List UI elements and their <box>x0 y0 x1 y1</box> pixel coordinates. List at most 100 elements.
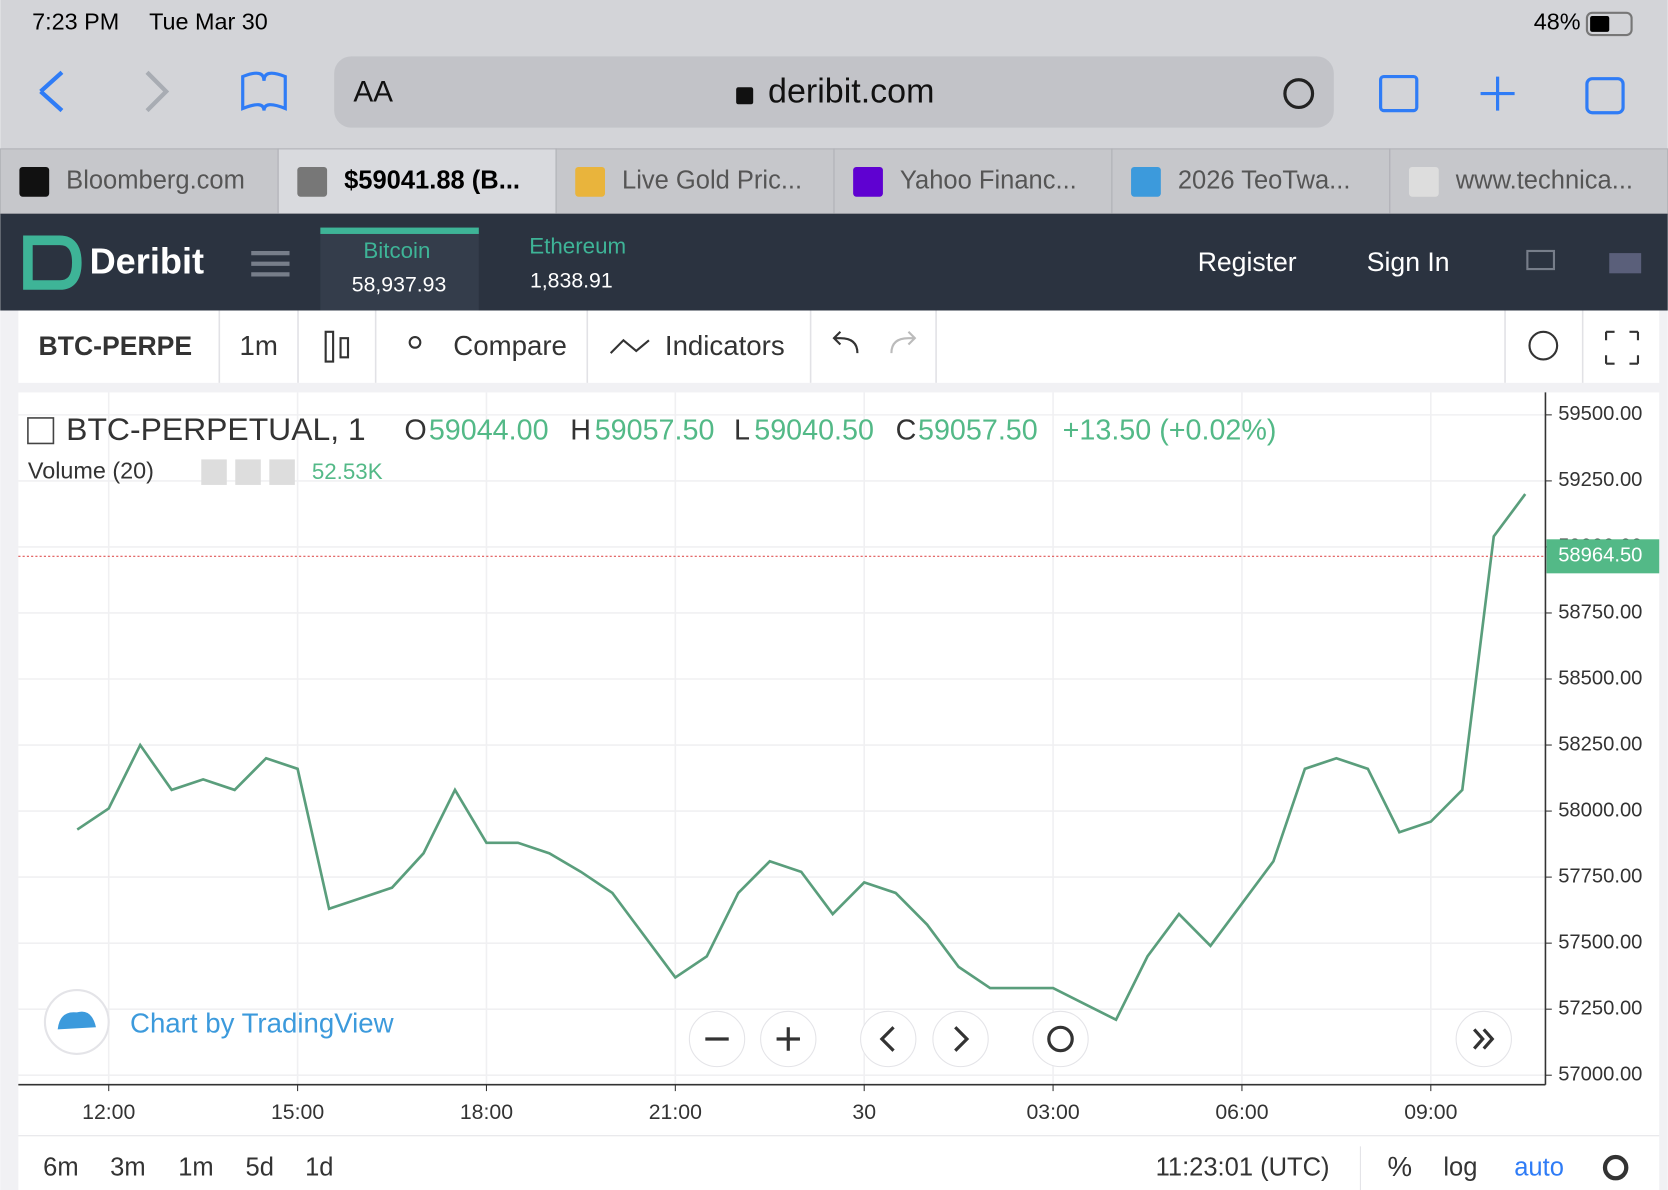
undo-button[interactable] <box>832 331 859 354</box>
watermark[interactable]: Chart by TradingView <box>130 1007 395 1038</box>
range-button[interactable]: 1d <box>305 1153 333 1181</box>
collapse-button[interactable] <box>27 417 55 445</box>
share-button[interactable] <box>1379 74 1419 113</box>
utc-clock: 11:23:01 (UTC) <box>1156 1153 1330 1181</box>
auto-toggle[interactable]: auto <box>1514 1153 1564 1181</box>
end-icon <box>1473 1028 1495 1050</box>
plot: 12:00 15:00 18:00 21:00 30 03:00 06:00 09:00 570… <box>18 392 1660 1124</box>
tab-title: 2026 TeoTwa... <box>1178 167 1351 195</box>
compare-button[interactable]: Compare <box>453 330 567 361</box>
range-button[interactable]: 5d <box>246 1153 274 1181</box>
market-price: 1,838.91 <box>530 268 613 292</box>
url: deribit.com <box>768 73 934 111</box>
language-flag[interactable] <box>1609 253 1642 274</box>
tabs-button[interactable] <box>1585 77 1625 115</box>
reset-icon <box>1047 1025 1074 1053</box>
tab-icon <box>853 166 883 197</box>
y-tick-label: 57750.00 <box>1558 865 1642 887</box>
y-tick-label: 58500.00 <box>1558 667 1642 689</box>
low-value: 59040.50 <box>754 414 874 446</box>
x-tick-label: 30 <box>852 1100 876 1124</box>
tab-title: Bloomberg.com <box>66 167 245 195</box>
right-icon <box>954 1026 970 1052</box>
volume-settings-button[interactable] <box>235 459 261 485</box>
register-link[interactable]: Register <box>1198 247 1297 277</box>
range-buttons: 6m 3m 1m 5d 1d <box>43 1153 333 1181</box>
x-tick-label: 06:00 <box>1215 1100 1268 1124</box>
scroll-right-button[interactable] <box>932 1010 989 1068</box>
menu-button[interactable] <box>251 250 290 277</box>
tab-icon <box>297 166 328 197</box>
chart-type-button[interactable] <box>339 337 350 359</box>
bookmarks-button[interactable] <box>241 71 287 111</box>
range-button[interactable]: 1m <box>178 1153 213 1181</box>
symbol-button[interactable]: BTC-PERPE <box>39 331 193 361</box>
y-tick-label: 58000.00 <box>1558 799 1642 821</box>
percent-toggle[interactable]: % <box>1387 1151 1412 1182</box>
x-tick-label: 09:00 <box>1404 1100 1457 1124</box>
logo-cloud <box>57 1011 96 1030</box>
settings-button[interactable] <box>1528 330 1559 361</box>
bottom-bar <box>18 1133 1660 1190</box>
tab-icon <box>1408 166 1439 197</box>
legend-symbol: BTC-PERPETUAL, 1 <box>66 411 366 447</box>
x-tick-label: 03:00 <box>1026 1100 1079 1124</box>
reload-button[interactable] <box>1283 78 1315 110</box>
price-line <box>76 493 1527 1022</box>
chart-type-button[interactable] <box>324 330 335 363</box>
indicators-icon <box>609 338 650 354</box>
tab-icon <box>1131 166 1161 197</box>
range-button[interactable]: 3m <box>110 1153 145 1181</box>
x-tick-label: 12:00 <box>82 1100 135 1124</box>
battery-level: 48% <box>1534 9 1581 35</box>
new-tab-button[interactable] <box>1480 76 1515 111</box>
compare-icon <box>408 336 422 349</box>
address-bar[interactable] <box>334 56 1334 128</box>
open-label: O <box>404 414 426 446</box>
high-label: H <box>570 414 591 446</box>
desktop-icon[interactable] <box>1526 249 1556 271</box>
axis-settings-button[interactable] <box>1602 1154 1629 1181</box>
remove-button[interactable] <box>269 459 295 485</box>
interval-button[interactable]: 1m <box>240 330 278 361</box>
tab-title: $59041.88 (B... <box>344 167 520 195</box>
indicators-button[interactable]: Indicators <box>665 330 785 361</box>
fullscreen-button[interactable] <box>1605 330 1640 365</box>
tab-title: Yahoo Financ... <box>900 167 1077 195</box>
visibility-button[interactable] <box>201 459 227 485</box>
battery-icon <box>1585 11 1633 37</box>
y-tick-label: 57500.00 <box>1558 931 1642 953</box>
x-tick-label: 18:00 <box>460 1100 513 1124</box>
range-button[interactable]: 6m <box>43 1153 78 1181</box>
y-tick-label: 57250.00 <box>1558 998 1642 1020</box>
x-tick-label: 21:00 <box>649 1100 702 1124</box>
bitcoin-tab[interactable] <box>320 227 479 311</box>
tab-bar: Bloomberg.com $59041.88 (B... Live Gold Pr… <box>0 148 1668 215</box>
y-tick-label: 59250.00 <box>1558 469 1642 491</box>
volume-value: 52.53K <box>312 459 383 484</box>
sign-in-link[interactable]: Sign In <box>1367 247 1450 277</box>
tab-title: www.technica... <box>1455 167 1633 195</box>
scroll-left-button[interactable] <box>860 1010 917 1068</box>
log-toggle[interactable]: log <box>1443 1153 1477 1181</box>
left-icon <box>879 1026 895 1052</box>
market-name[interactable]: Ethereum <box>529 234 626 259</box>
reset-button[interactable] <box>1032 1010 1089 1068</box>
lock-icon <box>736 87 754 105</box>
high-value: 59057.50 <box>595 414 715 446</box>
text-size-button[interactable]: AA <box>353 75 393 108</box>
forward-button[interactable] <box>145 70 170 113</box>
back-button[interactable] <box>39 70 64 113</box>
y-tick-label: 58750.00 <box>1558 601 1642 623</box>
low-label: L <box>734 414 750 446</box>
redo-button[interactable] <box>890 331 917 354</box>
y-tick-label: 58250.00 <box>1558 733 1642 755</box>
y-tick-label: 57000.00 <box>1558 1064 1642 1086</box>
status-time: 7:23 PM <box>32 9 119 35</box>
chart-toolbar <box>18 310 1660 383</box>
last-price-label: 58964.50 <box>1558 545 1642 567</box>
status-date: Tue Mar 30 <box>149 9 268 35</box>
x-tick-label: 15:00 <box>271 1100 324 1124</box>
